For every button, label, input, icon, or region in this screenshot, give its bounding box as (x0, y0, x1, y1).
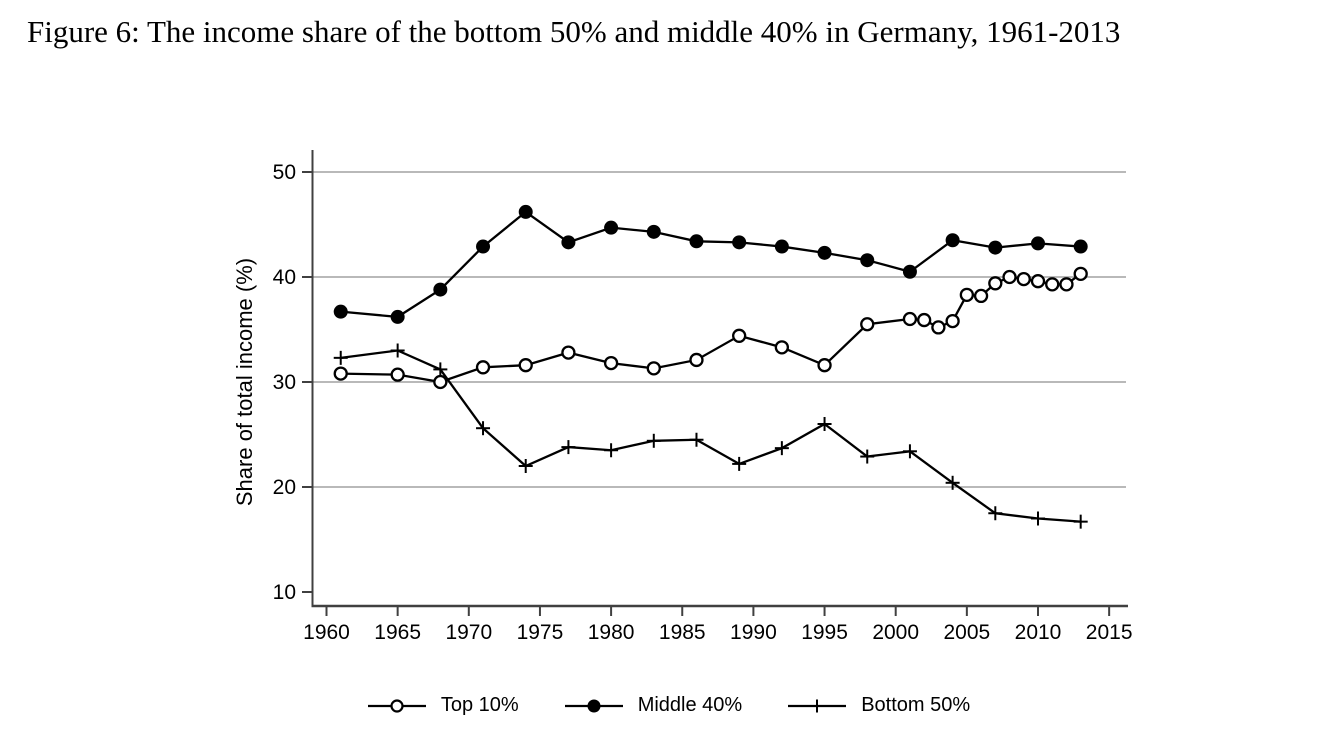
y-tick-label-10: 10 (273, 581, 296, 604)
middle-40-marker-1983 (646, 224, 661, 239)
top-10-marker-1980 (603, 355, 619, 371)
top-10-marker-2010 (1030, 274, 1046, 289)
x-tick-label-1990: 1990 (730, 621, 777, 644)
middle-40-marker-1995 (817, 245, 832, 260)
top-10-marker-1968 (433, 374, 448, 390)
x-tick-label-1985: 1985 (659, 621, 706, 644)
middle-40-marker-1968 (433, 282, 448, 297)
chart-legend: Top 10% Middle 40% Bottom 50% (0, 694, 1338, 717)
legend-item-bottom-50: Bottom 50% (788, 694, 970, 717)
middle-40-marker-1961 (333, 304, 348, 319)
x-tick-label-2000: 2000 (872, 621, 919, 644)
top-10-marker-1992 (774, 340, 790, 355)
top-10-marker-2007 (988, 276, 1003, 291)
open-circle-marker-icon (367, 698, 426, 713)
middle-40-marker-1980 (604, 220, 619, 235)
y-tick-label-20: 20 (273, 476, 296, 499)
middle-40-marker-2001 (902, 264, 917, 279)
top-10-marker-1986 (689, 352, 704, 368)
income-share-chart: 10 20 30 40 50 1960 1965 1970 1975 1980 1985 1990 19… (232, 150, 1133, 644)
x-tick-label-1960: 1960 (303, 621, 350, 644)
legend-label-bottom-50: Bottom 50% (861, 694, 971, 716)
filled-circle-marker-icon (564, 699, 623, 712)
top-10-marker-2006 (973, 288, 989, 304)
top-10-marker-2011 (1045, 277, 1060, 292)
top-10-marker-1995 (817, 358, 832, 373)
x-tick-label-1995: 1995 (801, 621, 848, 644)
top-10-marker-2002 (917, 312, 932, 328)
series-line-middle-40 (340, 210, 1081, 319)
x-tick-label-1980: 1980 (588, 621, 635, 644)
middle-40-marker-1977 (561, 235, 576, 250)
middle-40-marker-1974 (518, 204, 533, 219)
middle-40-marker-1998 (860, 253, 875, 268)
middle-40-marker-1992 (774, 239, 789, 254)
top-10-marker-2013 (1073, 266, 1088, 282)
y-tick-label-40: 40 (273, 266, 296, 289)
middle-40-marker-1965 (390, 309, 405, 324)
top-10-marker-2005 (959, 287, 974, 303)
series-line-bottom-50 (340, 349, 1081, 523)
x-tick-label-1975: 1975 (517, 621, 564, 644)
top-10-marker-1983 (646, 361, 661, 376)
top-10-marker-1974 (518, 358, 533, 373)
top-10-marker-2004 (945, 313, 960, 329)
top-10-marker-1998 (860, 317, 875, 332)
legend-label-middle-40: Middle 40% (637, 694, 743, 716)
middle-40-marker-2010 (1031, 236, 1045, 251)
top-10-marker-2012 (1059, 277, 1074, 292)
plus-marker-icon (788, 699, 847, 712)
legend-label-top-10: Top 10% (440, 694, 519, 716)
middle-40-marker-1986 (689, 234, 704, 249)
figure-caption: Figure 6: The income share of the bottom… (27, 14, 1121, 49)
x-tick-label-1965: 1965 (374, 621, 421, 644)
top-10-marker-1989 (732, 328, 747, 343)
top-10-marker-1977 (561, 345, 576, 360)
x-tick-label-1970: 1970 (445, 621, 492, 644)
middle-40-marker-2007 (988, 240, 1003, 255)
x-tick-label-2015: 2015 (1086, 621, 1133, 644)
x-tick-label-2010: 2010 (1015, 621, 1062, 644)
top-10-marker-1971 (475, 360, 491, 375)
legend-item-top-10: Top 10% (367, 694, 519, 717)
top-10-marker-1961 (333, 366, 348, 381)
middle-40-marker-2004 (945, 233, 960, 248)
y-tick-label-50: 50 (273, 161, 296, 184)
top-10-marker-2008 (1002, 269, 1017, 285)
middle-40-marker-1989 (732, 235, 747, 250)
x-tick-label-2005: 2005 (943, 621, 990, 644)
top-10-marker-2001 (902, 311, 918, 327)
y-tick-label-30: 30 (273, 371, 296, 394)
top-10-marker-2003 (931, 320, 946, 335)
top-10-marker-2009 (1016, 271, 1031, 287)
y-axis-label: Share of total income (%) (232, 258, 257, 506)
middle-40-marker-1971 (476, 239, 491, 254)
middle-40-marker-2013 (1073, 239, 1088, 254)
legend-item-middle-40: Middle 40% (564, 694, 743, 717)
top-10-marker-1965 (390, 367, 405, 382)
